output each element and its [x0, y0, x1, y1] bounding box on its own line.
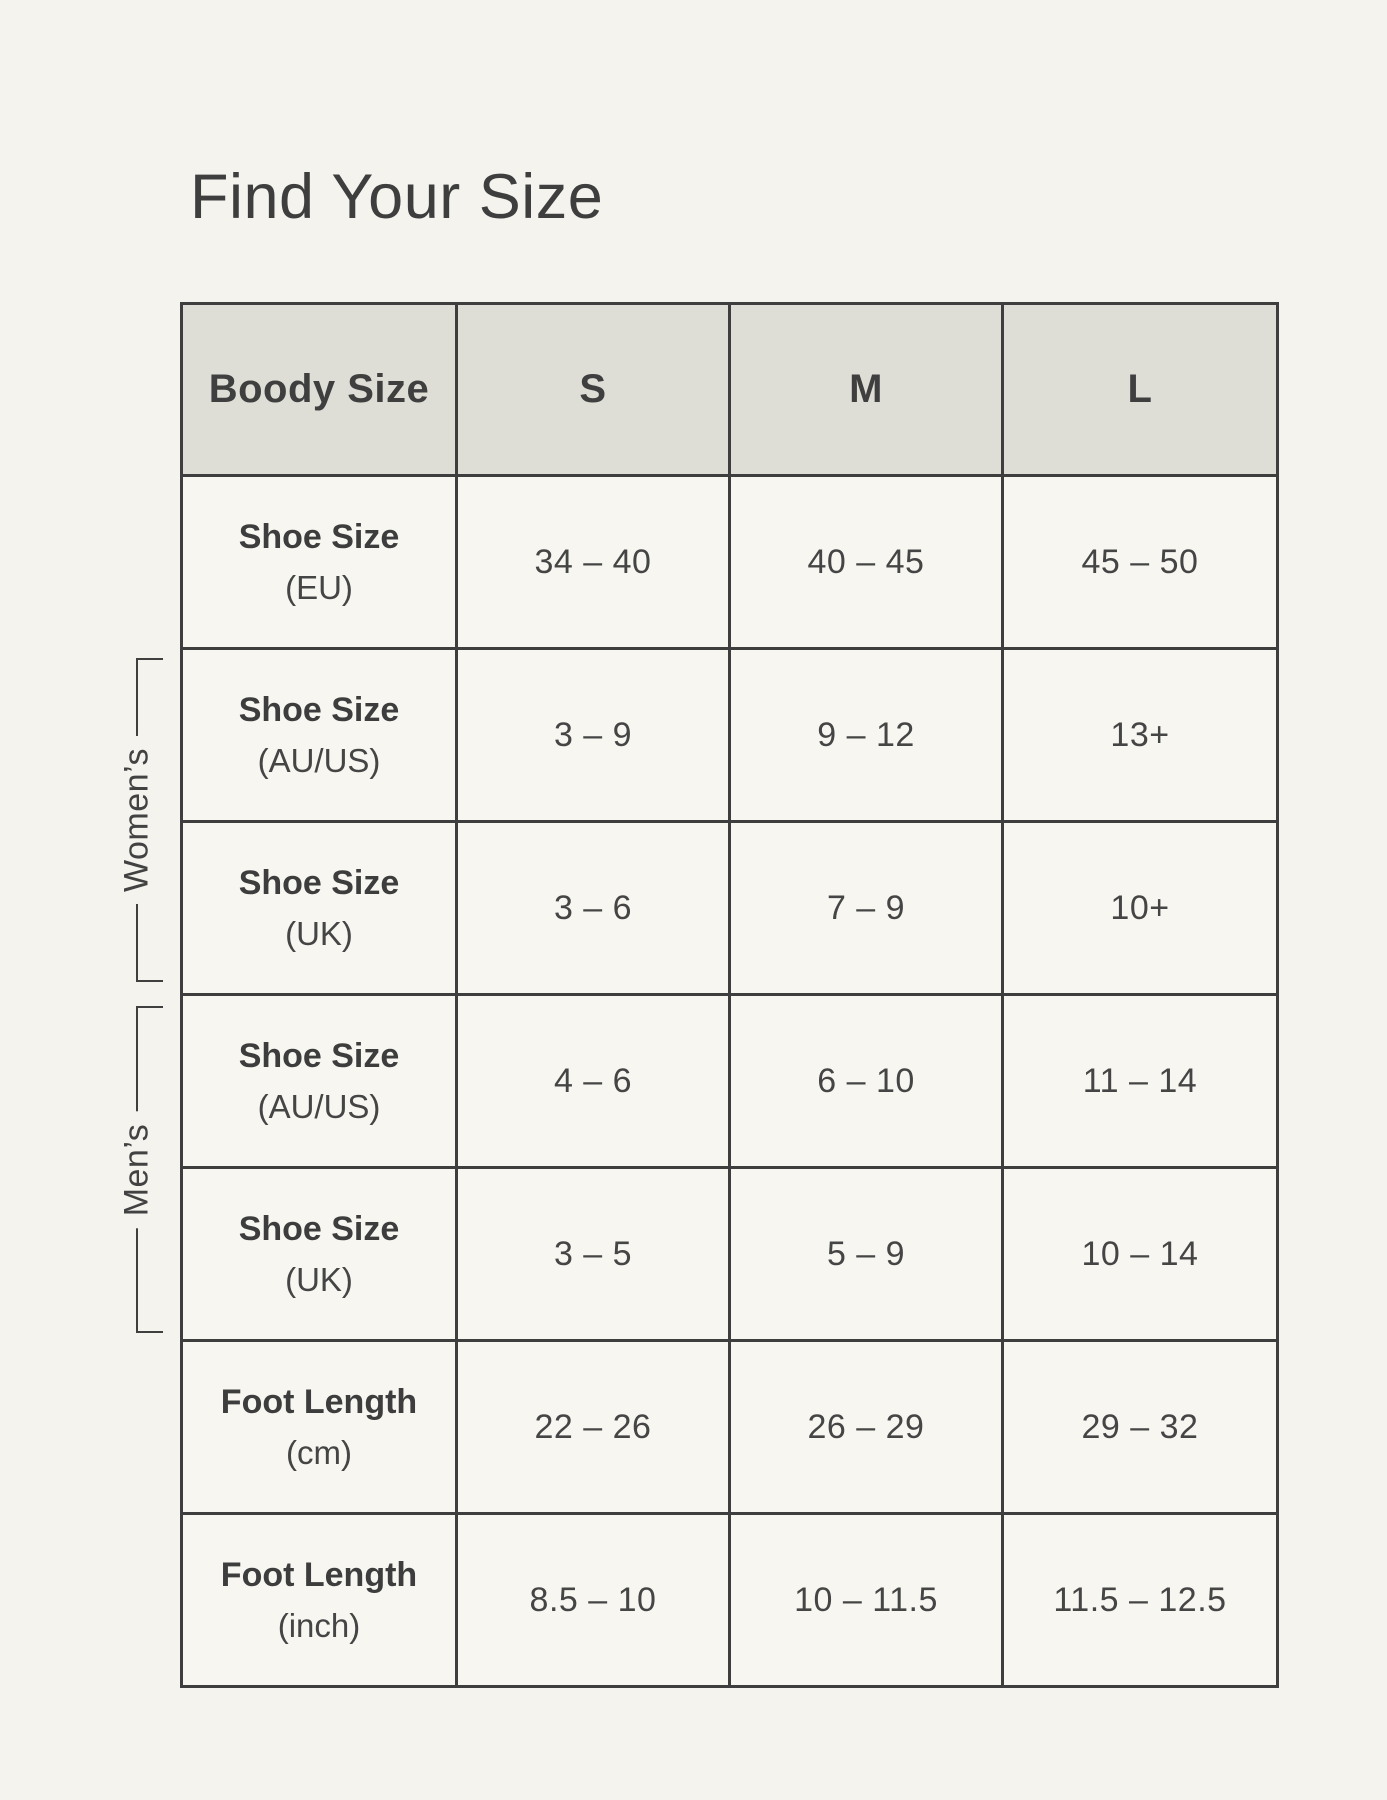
bracket-tick-top [136, 1006, 163, 1008]
row-shoe-size-uk-womens: Shoe Size (UK) 3 – 6 7 – 9 10+ [180, 820, 1279, 996]
cell-value: 45 – 50 [1001, 474, 1279, 650]
row-header: Shoe Size (AU/US) [180, 647, 458, 823]
header-row: Boody Size S M L [180, 302, 1279, 477]
row-sublabel: (UK) [285, 914, 353, 952]
header-boody-size: Boody Size [180, 302, 458, 477]
row-label: Foot Length [220, 1382, 418, 1421]
row-label: Shoe Size [238, 1209, 400, 1248]
mens-group-bracket: Men’s [117, 1006, 164, 1333]
cell-value: 5 – 9 [728, 1166, 1004, 1342]
cell-value: 10+ [1001, 820, 1279, 996]
cell-value: 10 – 11.5 [728, 1512, 1004, 1688]
row-header: Shoe Size (AU/US) [180, 993, 458, 1169]
row-shoe-size-auus-womens: Shoe Size (AU/US) 3 – 9 9 – 12 13+ [180, 647, 1279, 823]
womens-group-label: Women’s [117, 736, 157, 904]
cell-value: 4 – 6 [455, 993, 731, 1169]
cell-value: 40 – 45 [728, 474, 1004, 650]
row-label: Shoe Size [238, 517, 400, 556]
cell-value: 34 – 40 [455, 474, 731, 650]
row-sublabel: (UK) [285, 1260, 353, 1298]
cell-value: 6 – 10 [728, 993, 1004, 1169]
cell-value: 8.5 – 10 [455, 1512, 731, 1688]
row-shoe-size-auus-mens: Shoe Size (AU/US) 4 – 6 6 – 10 11 – 14 [180, 993, 1279, 1169]
cell-value: 29 – 32 [1001, 1339, 1279, 1515]
size-chart-table: Boody Size S M L Shoe Size (EU) 34 – 40 … [180, 302, 1279, 1688]
row-header: Shoe Size (UK) [180, 820, 458, 996]
row-sublabel: (inch) [277, 1606, 361, 1644]
mens-group-label: Men’s [117, 1111, 157, 1228]
row-label: Shoe Size [238, 863, 400, 902]
header-size-m: M [728, 302, 1004, 477]
row-foot-length-inch: Foot Length (inch) 8.5 – 10 10 – 11.5 11… [180, 1512, 1279, 1688]
header-size-l: L [1001, 302, 1279, 477]
bracket-tick-bottom [136, 1331, 163, 1333]
cell-value: 3 – 5 [455, 1166, 731, 1342]
bracket-tick-bottom [136, 980, 163, 982]
cell-value: 11 – 14 [1001, 993, 1279, 1169]
row-header: Shoe Size (UK) [180, 1166, 458, 1342]
cell-value: 3 – 9 [455, 647, 731, 823]
row-label: Foot Length [220, 1555, 418, 1594]
row-header: Shoe Size (EU) [180, 474, 458, 650]
row-sublabel: (AU/US) [257, 741, 381, 779]
row-header: Foot Length (inch) [180, 1512, 458, 1688]
page-title: Find Your Size [190, 162, 604, 233]
row-header: Foot Length (cm) [180, 1339, 458, 1515]
row-sublabel: (AU/US) [257, 1087, 381, 1125]
row-sublabel: (EU) [285, 568, 353, 606]
row-foot-length-cm: Foot Length (cm) 22 – 26 26 – 29 29 – 32 [180, 1339, 1279, 1515]
row-label: Shoe Size [238, 1036, 400, 1075]
cell-value: 9 – 12 [728, 647, 1004, 823]
row-label: Shoe Size [238, 690, 400, 729]
cell-value: 13+ [1001, 647, 1279, 823]
cell-value: 26 – 29 [728, 1339, 1004, 1515]
cell-value: 10 – 14 [1001, 1166, 1279, 1342]
cell-value: 7 – 9 [728, 820, 1004, 996]
womens-group-bracket: Women’s [117, 658, 164, 982]
row-sublabel: (cm) [286, 1433, 352, 1471]
bracket-tick-top [136, 658, 163, 660]
cell-value: 11.5 – 12.5 [1001, 1512, 1279, 1688]
row-shoe-size-uk-mens: Shoe Size (UK) 3 – 5 5 – 9 10 – 14 [180, 1166, 1279, 1342]
cell-value: 3 – 6 [455, 820, 731, 996]
row-shoe-size-eu: Shoe Size (EU) 34 – 40 40 – 45 45 – 50 [180, 474, 1279, 650]
header-size-s: S [455, 302, 731, 477]
cell-value: 22 – 26 [455, 1339, 731, 1515]
